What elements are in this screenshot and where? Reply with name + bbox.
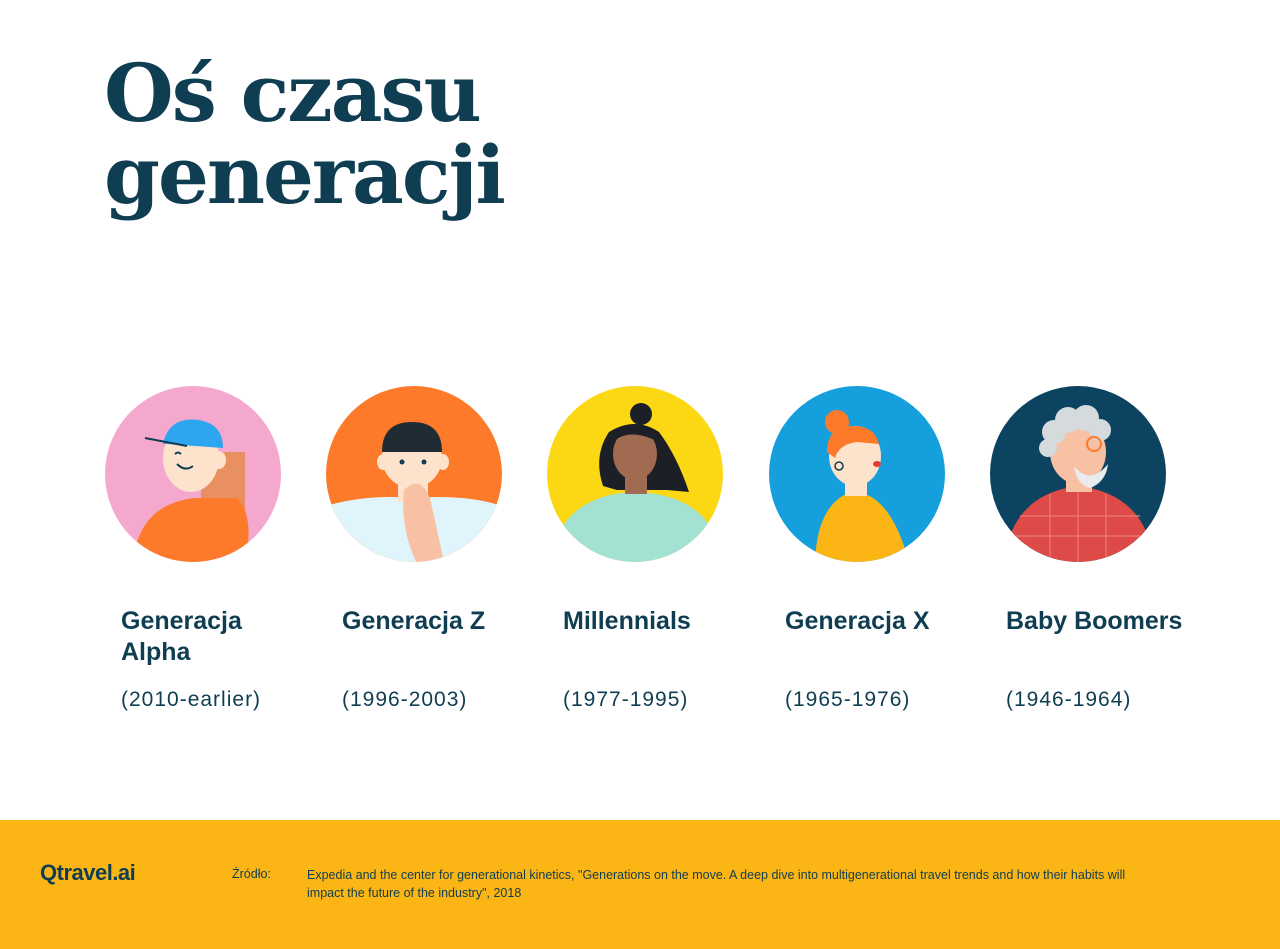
generation-name: Millennials xyxy=(563,607,691,635)
generation-name: Generacja Z xyxy=(342,607,486,635)
generation-years: (2010-earlier) xyxy=(121,688,262,711)
generation-years: (1965-1976) xyxy=(785,688,911,711)
avatar-millennials xyxy=(547,386,723,562)
source-label: Źródło: xyxy=(232,867,271,881)
generation-card-millennials: Millennials (1977-1995) xyxy=(547,386,747,711)
generation-card-alpha: Generacja Alpha (2010-earlier) xyxy=(105,386,305,711)
generation-years: (1996-2003) xyxy=(342,688,468,711)
title-line-2: generacji xyxy=(104,128,506,222)
generation-name: Generacja Alpha xyxy=(121,607,242,666)
footer: Qtravel.ai Źródło: Expedia and the cente… xyxy=(0,820,1280,949)
generation-years: (1977-1995) xyxy=(563,688,689,711)
woman-with-bun-icon xyxy=(547,386,723,562)
source-text: Expedia and the center for generational … xyxy=(307,868,1126,900)
redhead-woman-icon xyxy=(769,386,945,562)
avatar-x xyxy=(769,386,945,562)
generation-name: Baby Boomers xyxy=(1006,607,1183,635)
avatar-alpha xyxy=(105,386,281,562)
generation-card-boomers: Baby Boomers (1946-1964) xyxy=(990,386,1190,711)
avatar-z xyxy=(326,386,502,562)
teen-with-beanie-icon xyxy=(326,386,502,562)
child-with-cap-icon xyxy=(105,386,281,562)
title-line-1: Oś czasu xyxy=(104,46,482,140)
brand-logo: Qtravel.ai xyxy=(40,860,136,885)
generation-card-z: Generacja Z (1996-2003) xyxy=(326,386,526,711)
grey-haired-man-with-glasses-icon xyxy=(990,386,1166,562)
generation-name: Generacja X xyxy=(785,607,930,635)
page-title: Oś czasu generacji xyxy=(104,46,506,222)
generation-card-x: Generacja X (1965-1976) xyxy=(769,386,969,711)
avatar-boomers xyxy=(990,386,1166,562)
generation-years: (1946-1964) xyxy=(1006,688,1132,711)
